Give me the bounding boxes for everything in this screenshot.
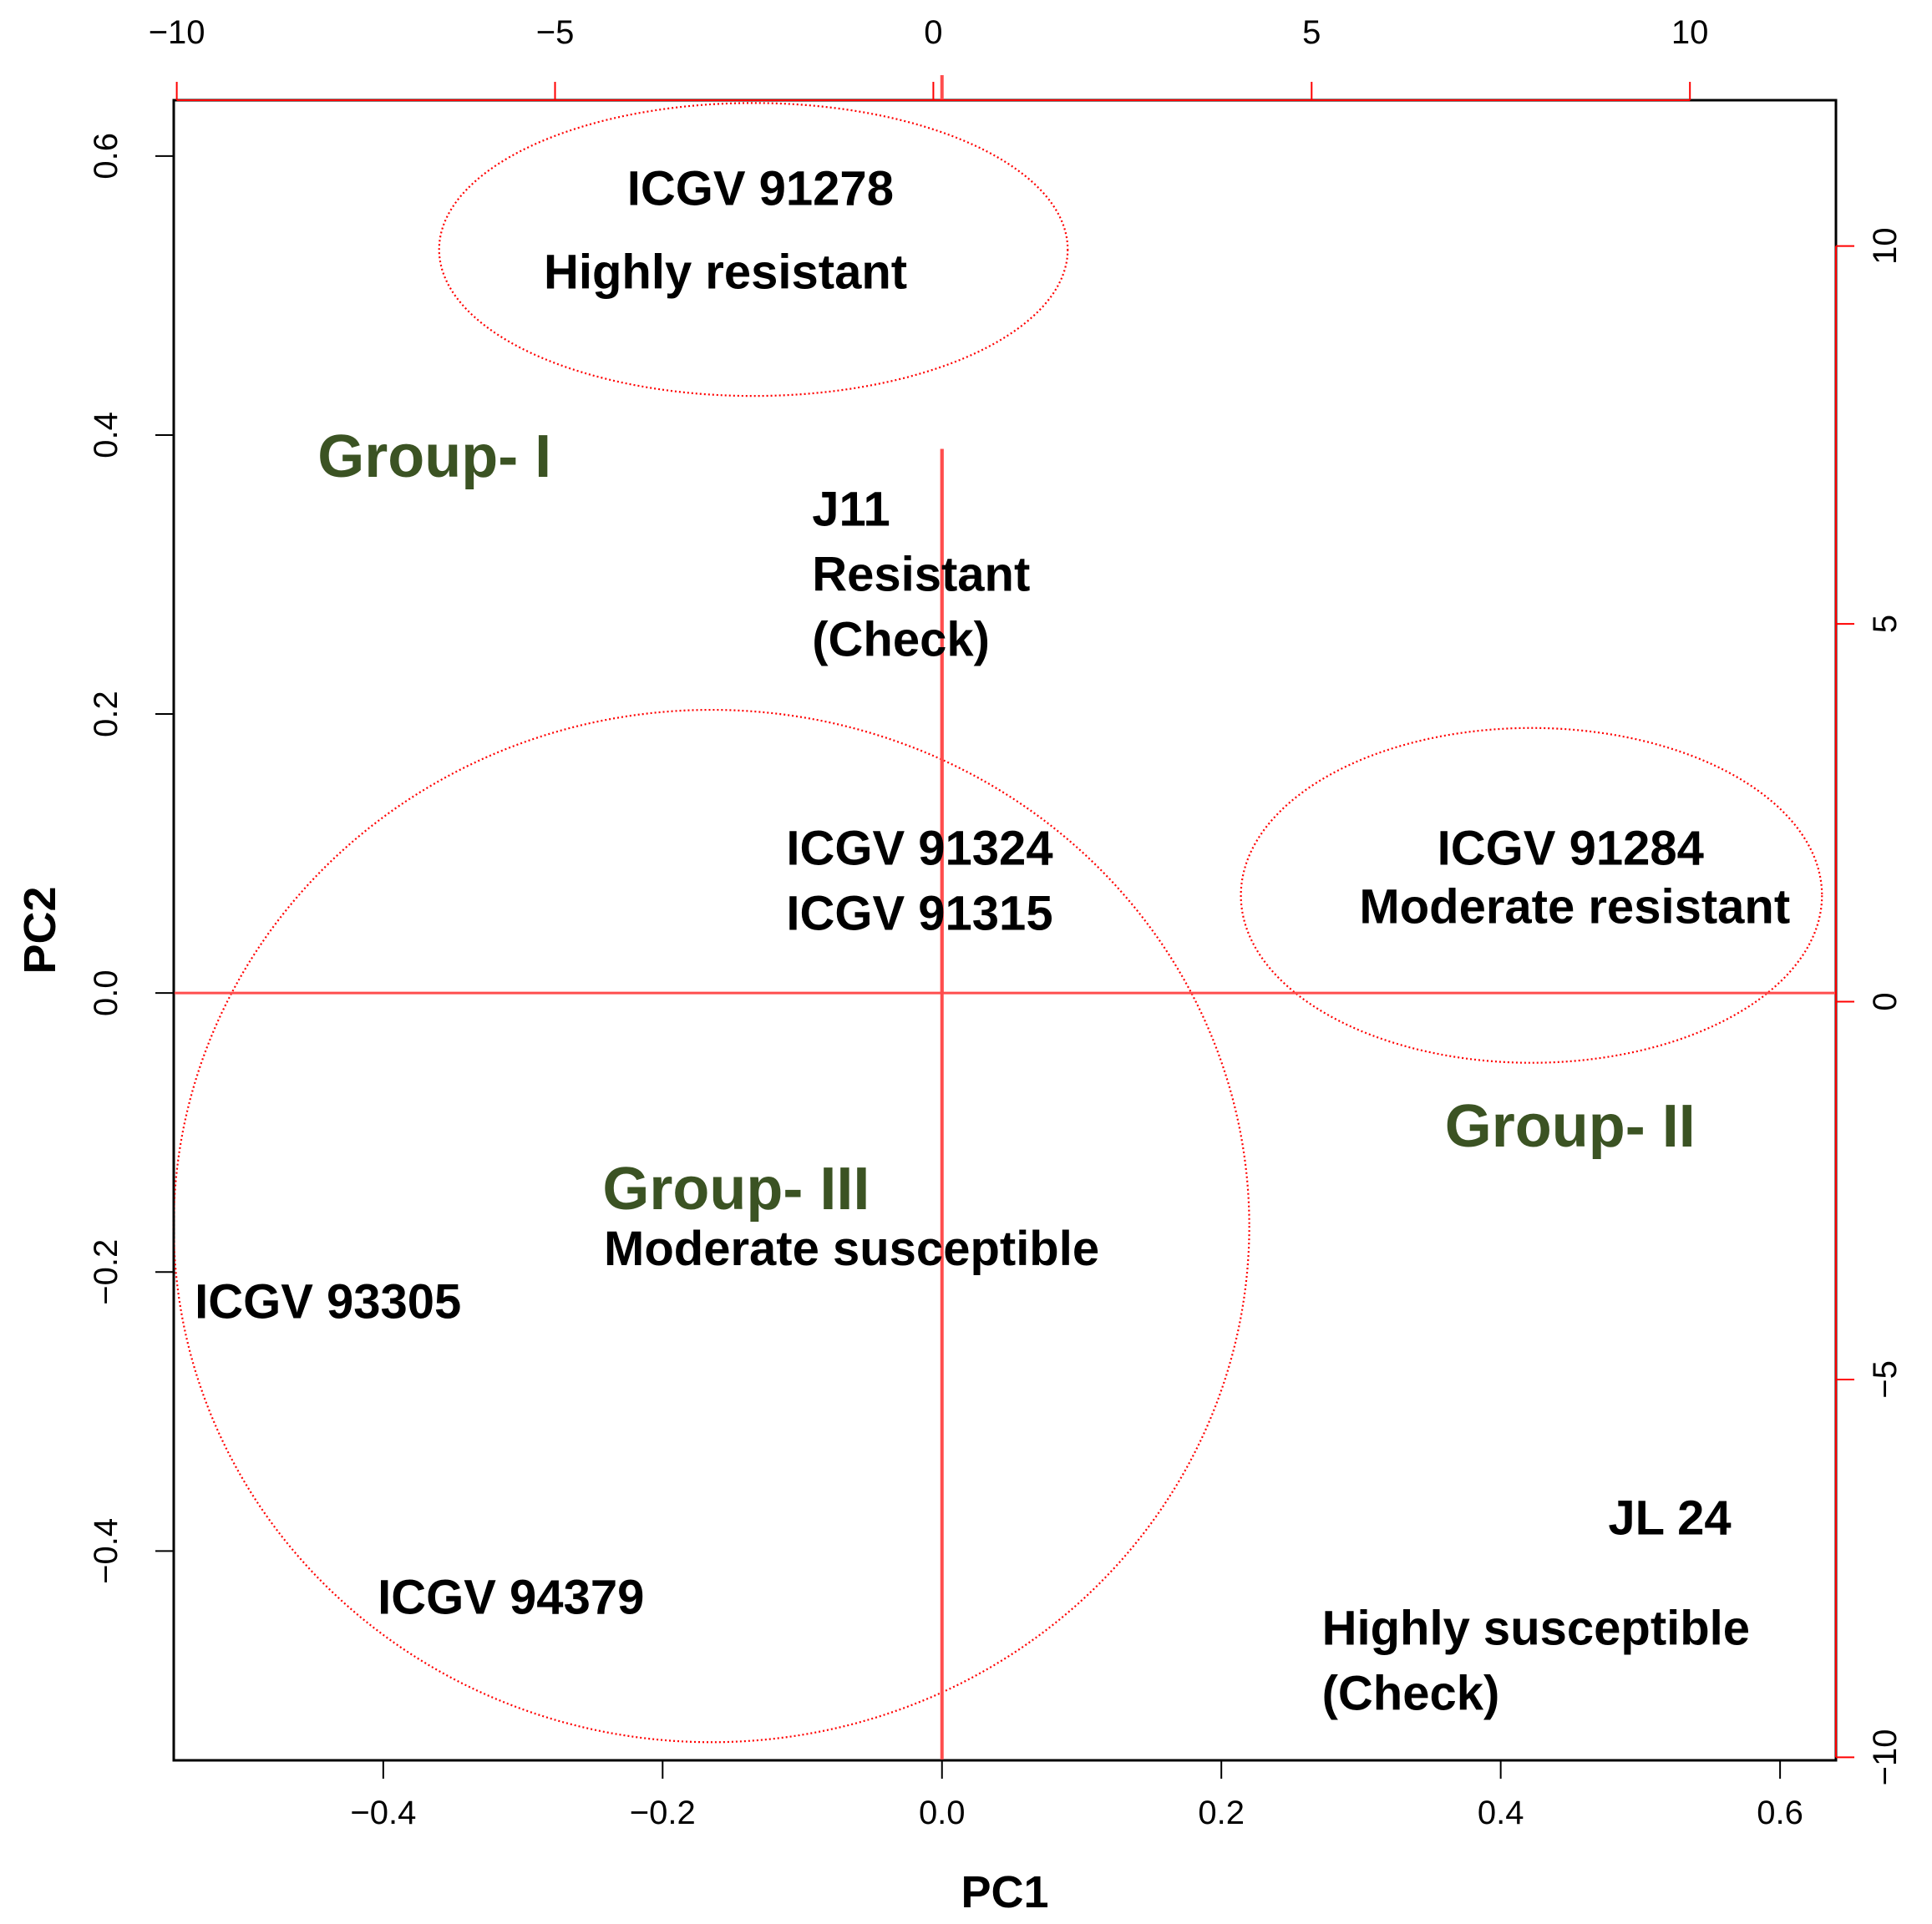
genotype-label: ICGV 94379 <box>378 1571 644 1625</box>
label-line: ICGV 93305 <box>195 1274 461 1329</box>
top-tick-label: 5 <box>1302 14 1321 51</box>
x-tick-label: 0.2 <box>1198 1795 1245 1831</box>
y-tick-label: −0.4 <box>88 1518 124 1584</box>
x-tick-label: 0.4 <box>1478 1795 1524 1831</box>
label-line: Group- II <box>1445 1093 1696 1160</box>
right-tick-label: 5 <box>1867 615 1904 633</box>
genotype-label: ICGV 91284 <box>1438 821 1704 875</box>
group-label: Group- II <box>1445 1093 1696 1160</box>
x-tick-label: 0.6 <box>1757 1795 1803 1831</box>
right-tick-label: −10 <box>1867 1729 1904 1785</box>
genotype-label: Highly resistant <box>544 246 907 300</box>
label-line: Group- I <box>317 423 551 490</box>
label-line: Group- III <box>602 1156 870 1223</box>
y-tick-label: 0.4 <box>88 412 124 458</box>
label-line: (Check) <box>812 613 990 667</box>
genotype-label: Moderate resistant <box>1359 880 1790 934</box>
label-line: ICGV 91278 <box>627 161 894 215</box>
y-tick-label: 0.0 <box>88 970 124 1016</box>
label-line: ICGV 91315 <box>786 886 1052 940</box>
right-tick-label: 0 <box>1867 992 1904 1010</box>
label-line: ICGV 91284 <box>1438 821 1704 875</box>
label-line: Highly susceptible <box>1322 1601 1750 1655</box>
cluster-ellipse-1 <box>438 102 1069 397</box>
top-tick-label: 0 <box>924 14 942 51</box>
right-tick-label: −5 <box>1867 1360 1904 1399</box>
label-line: Moderate resistant <box>1359 880 1790 934</box>
top-tick-label: −10 <box>149 14 205 51</box>
label-line: Highly resistant <box>544 246 907 300</box>
genotype-label: ICGV 91324 ICGV 91315 <box>786 821 1052 940</box>
y-tick-label: 0.6 <box>88 133 124 180</box>
genotype-label: ICGV 93305 <box>195 1274 461 1329</box>
label-line: J11 <box>812 483 890 537</box>
x-tick-label: −0.4 <box>350 1795 416 1831</box>
y-axis-title: PC2 <box>15 886 65 974</box>
genotype-label: JL 24 <box>1608 1491 1731 1545</box>
genotype-label: ICGV 91278 <box>627 161 894 215</box>
x-axis-title: PC1 <box>961 1867 1048 1917</box>
genotype-label: Moderate susceptible <box>604 1222 1099 1276</box>
cluster-ellipse-2 <box>172 708 1250 1744</box>
top-tick-label: −5 <box>536 14 575 51</box>
label-line: Moderate susceptible <box>604 1222 1099 1276</box>
label-line: (Check) <box>1322 1666 1500 1720</box>
label-line: Resistant <box>812 548 1030 602</box>
x-tick-label: −0.2 <box>630 1795 696 1831</box>
y-tick-label: 0.2 <box>88 691 124 737</box>
label-line: ICGV 91324 <box>786 821 1052 875</box>
right-tick-label: 10 <box>1867 227 1904 265</box>
x-tick-label: 0.0 <box>919 1795 966 1831</box>
genotype-label: Highly susceptible (Check) <box>1322 1601 1750 1720</box>
group-label: Group- I <box>317 423 551 490</box>
group-label: Group- III <box>602 1156 870 1223</box>
label-line: ICGV 94379 <box>378 1571 644 1625</box>
cluster-ellipse-3 <box>1240 727 1823 1064</box>
y-tick-label: −0.2 <box>88 1239 124 1305</box>
top-tick-label: 10 <box>1671 14 1709 51</box>
label-line: JL 24 <box>1608 1491 1731 1545</box>
genotype-label: J11 Resistant (Check) <box>812 483 1030 667</box>
